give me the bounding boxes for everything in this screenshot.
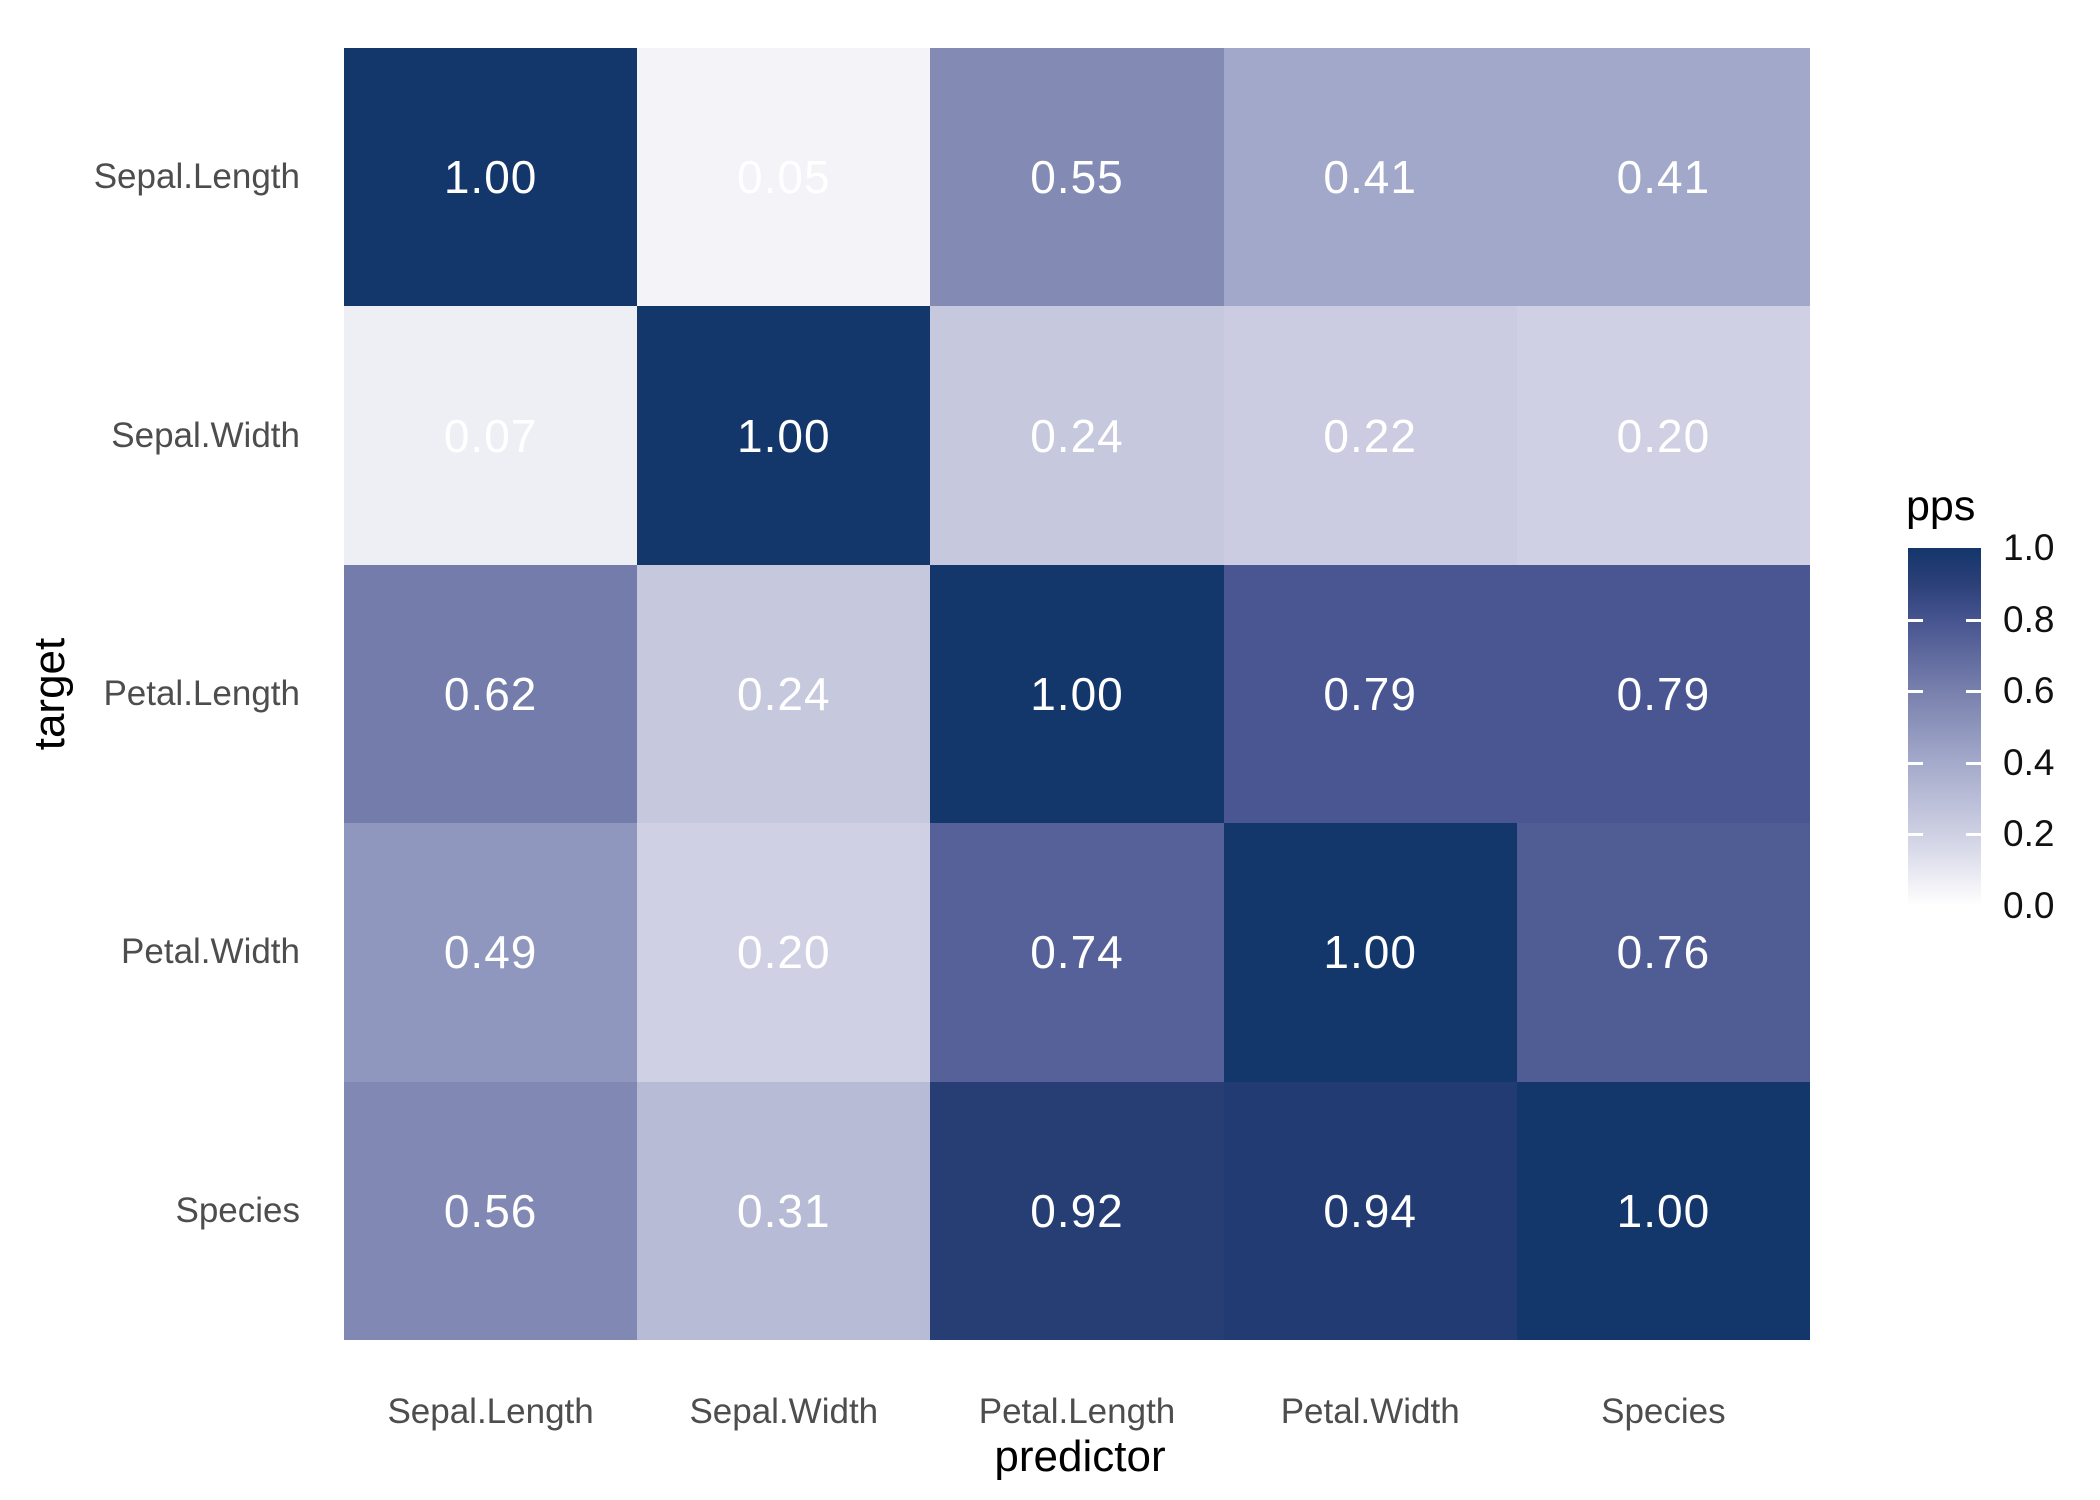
x-axis-title: predictor — [994, 1432, 1166, 1481]
heatmap-cell: 0.20 — [1516, 306, 1810, 565]
legend-tick-mark — [1908, 761, 1923, 765]
x-tick-label: Petal.Width — [1280, 1392, 1460, 1431]
legend-tick-label: 0.0 — [2003, 885, 2055, 926]
heatmap-cell: 0.24 — [930, 306, 1224, 565]
heatmap-panel: 1.00 0.05 0.55 0.41 0.41 0.07 1.00 0.24 0.22 0.20… — [344, 48, 1810, 1340]
heatmap-cell: 0.41 — [1223, 48, 1517, 307]
x-axis-tick-labels: Sepal.Length Sepal.Width Petal.Length Petal… — [344, 1392, 1810, 1442]
heatmap-cell: 0.92 — [930, 1081, 1224, 1340]
cell-value-label: 0.55 — [1030, 151, 1124, 204]
x-tick-label: Species — [1601, 1392, 1726, 1431]
cell-value-label: 0.94 — [1323, 1184, 1417, 1237]
legend-tick-mark — [1966, 761, 1981, 765]
cell-value-label: 1.00 — [443, 151, 538, 204]
cell-value-label: 0.79 — [1323, 667, 1417, 720]
x-tick-label: Sepal.Length — [387, 1392, 594, 1431]
heatmap-cell: 1.00 — [930, 564, 1224, 824]
y-tick-label: Species — [175, 1190, 300, 1230]
cell-value-label: 1.00 — [1323, 926, 1417, 979]
cell-value-label: 0.24 — [1030, 409, 1124, 462]
heatmap-cell: 0.79 — [1516, 564, 1810, 824]
cell-value-label: 1.00 — [1616, 1184, 1711, 1237]
legend-tick-label: 0.2 — [2003, 813, 2055, 855]
cell-value-label: 1.00 — [1030, 667, 1124, 720]
heatmap-cell: 0.24 — [637, 564, 931, 824]
legend-tick-label: 0.6 — [2003, 670, 2055, 712]
legend-tick-mark — [1908, 690, 1923, 694]
cell-value-label: 0.41 — [1323, 151, 1417, 204]
heatmap-cell: 0.94 — [1223, 1081, 1517, 1340]
cell-value-label: 0.24 — [737, 667, 831, 720]
legend-tick-mark — [1966, 618, 1981, 622]
cell-value-label: 0.07 — [443, 409, 538, 462]
legend-tick-mark — [1966, 690, 1981, 694]
heatmap-cell: 0.49 — [344, 823, 638, 1082]
heatmap-cell: 0.74 — [930, 823, 1224, 1082]
heatmap-cell: 0.79 — [1223, 564, 1517, 824]
legend-tick-label: 0.8 — [2003, 598, 2055, 640]
cell-value-label: 0.22 — [1323, 409, 1417, 462]
legend-title: pps — [1906, 482, 1976, 530]
cell-value-label: 1.00 — [737, 409, 831, 462]
cell-value-label: 0.31 — [737, 1184, 831, 1237]
cell-value-label: 0.56 — [443, 1184, 538, 1237]
cell-value-label: 0.92 — [1030, 1184, 1124, 1237]
cell-value-label: 0.20 — [1616, 409, 1711, 462]
heatmap-cell: 0.31 — [637, 1081, 931, 1340]
heatmap-cell: 0.76 — [1516, 823, 1810, 1082]
y-tick-label: Sepal.Width — [111, 415, 300, 455]
y-tick-label: Sepal.Length — [93, 157, 300, 197]
cell-value-label: 0.76 — [1616, 926, 1711, 979]
x-tick-label: Sepal.Width — [689, 1392, 879, 1431]
cell-value-label: 0.74 — [1030, 926, 1124, 979]
cell-value-label: 0.05 — [737, 151, 831, 204]
heatmap-cell: 0.20 — [637, 823, 931, 1082]
legend-tick-mark — [1966, 833, 1981, 837]
y-tick-label: Petal.Width — [121, 932, 300, 972]
cell-value-label: 0.41 — [1616, 151, 1711, 204]
cell-value-label: 0.20 — [737, 926, 831, 979]
legend-tick-label: 1.0 — [2003, 527, 2055, 568]
heatmap-cell: 0.56 — [344, 1081, 638, 1340]
heatmap-cell: 1.00 — [1516, 1081, 1810, 1340]
heatmap-cell: 1.00 — [344, 48, 638, 307]
legend-tick-mark — [1908, 618, 1923, 622]
cell-value-label: 0.49 — [443, 926, 538, 979]
legend-tick-labels: 1.0 0.8 0.6 0.4 0.2 0.0 — [2003, 527, 2093, 926]
legend-tick-label: 0.4 — [2003, 741, 2055, 783]
heatmap-cell: 0.22 — [1223, 306, 1517, 565]
heatmap-cell: 0.62 — [344, 564, 638, 824]
x-tick-label: Petal.Length — [978, 1392, 1176, 1431]
cell-value-label: 0.62 — [443, 667, 538, 720]
legend-colorbar — [1908, 548, 1981, 906]
heatmap-cell: 0.05 — [637, 48, 931, 307]
legend-tick-mark — [1908, 833, 1923, 837]
heatmap-cell: 0.41 — [1516, 48, 1810, 307]
heatmap-cell: 1.00 — [1223, 823, 1517, 1082]
heatmap-cell: 0.07 — [344, 306, 638, 565]
y-tick-label: Petal.Length — [103, 674, 300, 713]
heatmap-cell: 1.00 — [637, 306, 931, 565]
y-axis-tick-labels: Sepal.Length Sepal.Width Petal.Length Petal… — [0, 48, 300, 1340]
cell-value-label: 0.79 — [1616, 667, 1711, 720]
heatmap-cell: 0.55 — [930, 48, 1224, 307]
